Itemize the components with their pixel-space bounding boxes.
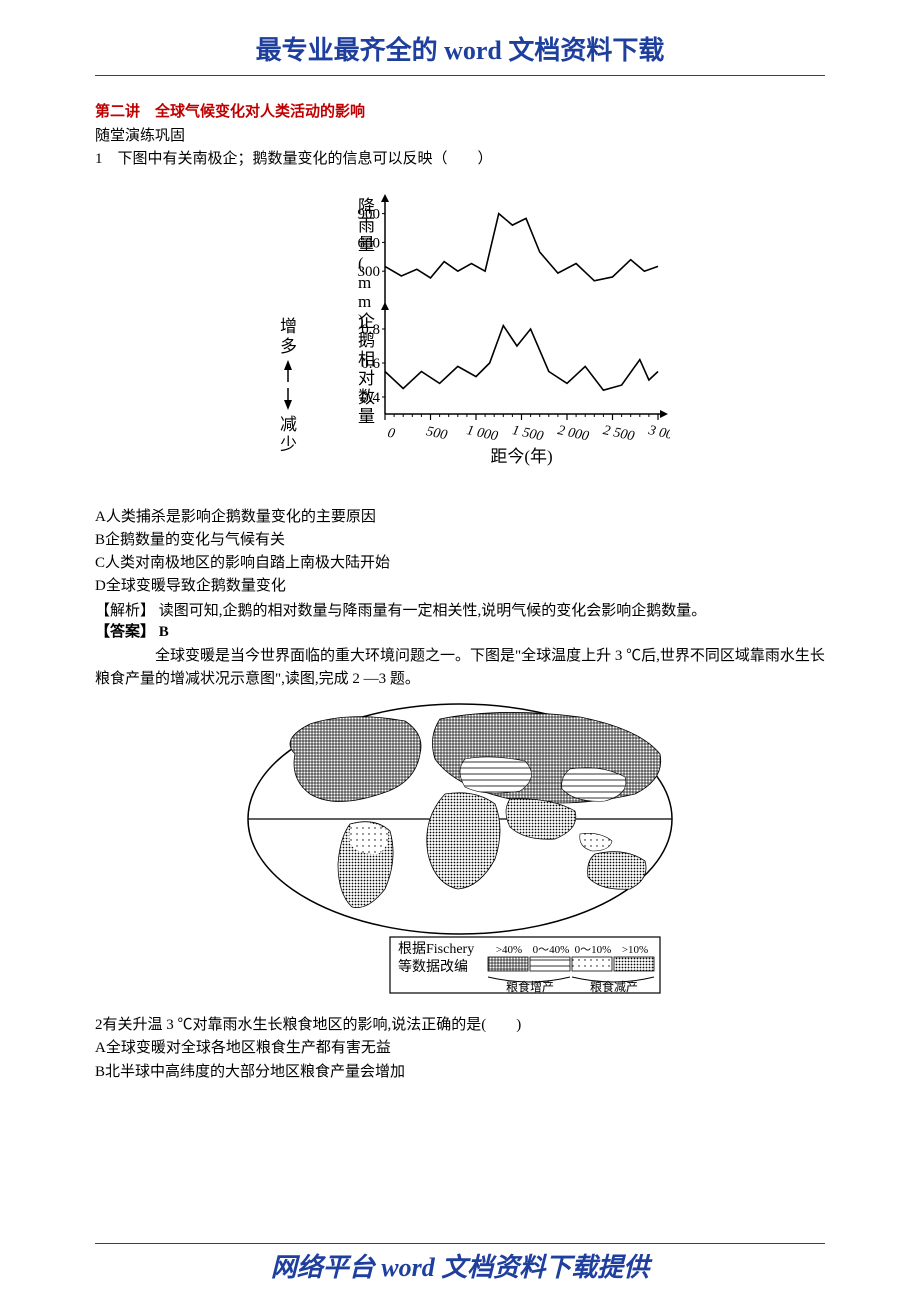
q1-answer: 【答案】 B bbox=[95, 620, 825, 641]
q1-option-a: A人类捕杀是影响企鹅数量变化的主要原因 bbox=[95, 506, 825, 529]
intro-q2-3: 全球变暖是当今世界面临的重大环境问题之一。下图是"全球温度上升 3 ℃后,世界不… bbox=[95, 645, 825, 692]
svg-text:>10%: >10% bbox=[622, 944, 648, 956]
q2-stem: 2有关升温 3 ℃对靠雨水生长粮食地区的影响,说法正确的是( ) bbox=[95, 1014, 825, 1037]
svg-text:0～10%: 0～10% bbox=[575, 944, 612, 956]
q2-option-a: A全球变暖对全球各地区粮食生产都有害无益 bbox=[95, 1037, 825, 1060]
svg-text:多: 多 bbox=[280, 337, 297, 356]
q1-option-c: C人类对南极地区的影响自踏上南极大陆开始 bbox=[95, 552, 825, 575]
svg-text:2 500: 2 500 bbox=[602, 423, 636, 444]
svg-text:0～40%: 0～40% bbox=[533, 944, 570, 956]
section-title: 第二讲 全球气候变化对人类活动的影响 bbox=[95, 100, 825, 121]
svg-text:增: 增 bbox=[280, 317, 297, 336]
svg-text:>40%: >40% bbox=[496, 944, 522, 956]
svg-text:根据Fischery: 根据Fischery bbox=[398, 941, 474, 957]
svg-text:粮食减产: 粮食减产 bbox=[590, 979, 638, 994]
page-header-title: 最专业最齐全的 word 文档资料下载 bbox=[95, 30, 825, 75]
chart-rain-penguin: 降雨量(mm)300600900企鹅相对数量0.40.60.805001 000… bbox=[250, 182, 670, 492]
svg-text:量: 量 bbox=[358, 407, 375, 426]
svg-text:600: 600 bbox=[358, 235, 381, 251]
svg-text:少: 少 bbox=[280, 435, 297, 454]
svg-text:1 500: 1 500 bbox=[511, 423, 545, 444]
footer-rule bbox=[95, 1243, 825, 1244]
svg-text:距今(年): 距今(年) bbox=[490, 447, 552, 466]
svg-text:900: 900 bbox=[358, 206, 381, 222]
q1-stem: 1 下图中有关南极企；鹅数量变化的信息可以反映（ ） bbox=[95, 148, 825, 171]
q1-option-b: B企鹅数量的变化与气候有关 bbox=[95, 529, 825, 552]
subtitle: 随堂演练巩固 bbox=[95, 125, 825, 148]
svg-text:粮食增产: 粮食增产 bbox=[506, 979, 554, 994]
world-map-figure: 根据Fischery等数据改编 >40% 0～40% 0～10% >10% 粮食增产 粮食减… bbox=[240, 699, 680, 1004]
analysis-text: 读图可知,企鹅的相对数量与降雨量有一定相关性,说明气候的变化会影响企鹅数量。 bbox=[159, 603, 707, 619]
svg-text:等数据改编: 等数据改编 bbox=[398, 958, 468, 975]
analysis-label: 【解析】 bbox=[95, 603, 155, 619]
answer-value: B bbox=[159, 624, 169, 640]
svg-text:0: 0 bbox=[386, 425, 396, 441]
svg-text:0.6: 0.6 bbox=[361, 356, 380, 372]
answer-label: 【答案】 bbox=[95, 624, 155, 640]
page-footer-title: 网络平台 word 文档资料下载提供 bbox=[0, 1247, 920, 1284]
svg-text:500: 500 bbox=[425, 424, 449, 443]
header-rule bbox=[95, 75, 825, 76]
q1-option-d: D全球变暖导致企鹅数量变化 bbox=[95, 575, 825, 598]
svg-text:0.4: 0.4 bbox=[361, 390, 380, 406]
q1-analysis: 【解析】 读图可知,企鹅的相对数量与降雨量有一定相关性,说明气候的变化会影响企鹅… bbox=[95, 599, 825, 620]
svg-text:1 000: 1 000 bbox=[465, 423, 499, 444]
svg-text:300: 300 bbox=[358, 264, 381, 280]
svg-text:2 000: 2 000 bbox=[556, 423, 590, 444]
svg-text:3 000: 3 000 bbox=[646, 422, 670, 443]
svg-text:0.8: 0.8 bbox=[361, 322, 380, 338]
svg-text:减: 减 bbox=[280, 415, 297, 434]
svg-text:m: m bbox=[358, 292, 371, 311]
q2-option-b: B北半球中高纬度的大部分地区粮食产量会增加 bbox=[95, 1061, 825, 1084]
